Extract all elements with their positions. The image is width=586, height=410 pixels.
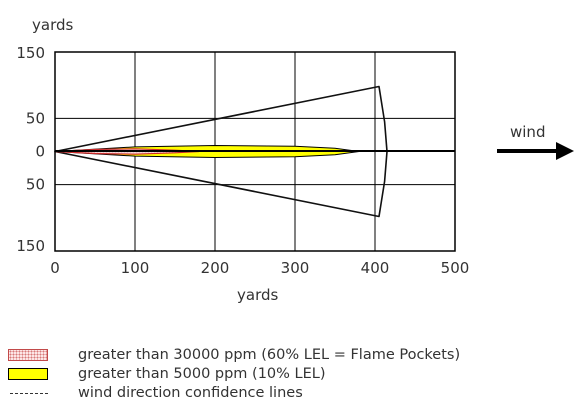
legend-label: greater than 5000 ppm (10% LEL): [78, 366, 326, 382]
legend-label: wind direction confidence lines: [78, 385, 303, 401]
y-tick-label: 150: [16, 44, 45, 62]
x-tick-label: 0: [50, 259, 60, 277]
x-tick-label: 100: [121, 259, 150, 277]
wind-label: wind: [510, 123, 545, 141]
x-tick-label: 400: [361, 259, 390, 277]
y-tick-label: 50: [26, 109, 45, 127]
legend-label: greater than 30000 ppm (60% LEL = Flame …: [78, 347, 461, 363]
y-tick-label: 150: [16, 237, 45, 255]
yellow-swatch-icon: [8, 368, 48, 380]
x-tick-label: 500: [441, 259, 470, 277]
x-tick-label: 200: [201, 259, 230, 277]
dashed-line-swatch-icon: [10, 393, 48, 394]
dotted-red-swatch-icon: [8, 349, 48, 361]
x-axis-title: yards: [237, 286, 278, 304]
y-tick-label: 0: [35, 143, 45, 161]
y-tick-label: 50: [26, 176, 45, 194]
plot-frame: [54, 51, 456, 252]
x-tick-label: 300: [281, 259, 310, 277]
wind-arrow-icon: [497, 142, 574, 160]
y-axis-title: yards: [32, 16, 73, 34]
